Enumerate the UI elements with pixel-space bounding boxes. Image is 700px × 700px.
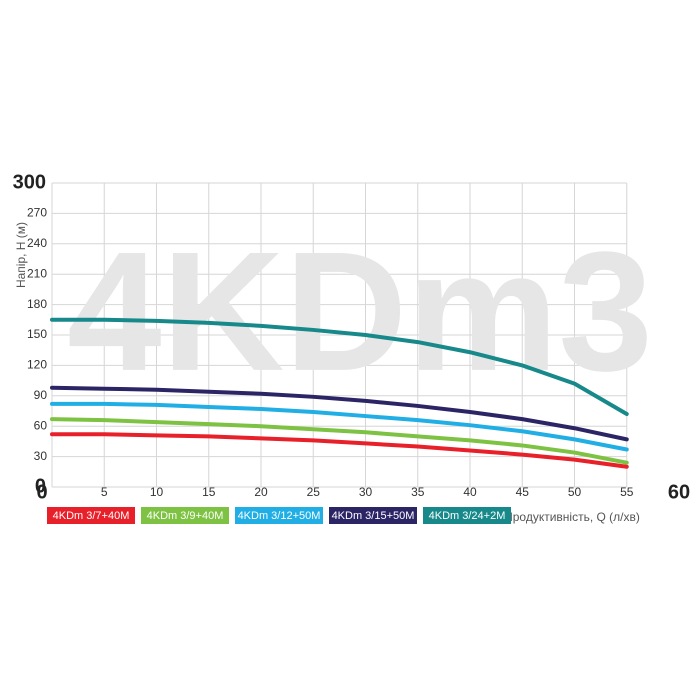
legend-swatch	[329, 507, 417, 524]
legend-label: 4KDm 3/7+40M	[53, 510, 130, 522]
series-line	[50, 432, 629, 469]
x-tick-label: 10	[150, 485, 164, 499]
x-tick-label: 0	[36, 481, 47, 503]
x-tick-label: 15	[202, 485, 216, 499]
y-tick-label: 270	[27, 206, 47, 220]
y-axis-label: Напір, Н (м)	[14, 222, 28, 288]
x-tick-label: 35	[411, 485, 425, 499]
legend-label: 4KDm 3/24+2M	[429, 510, 506, 522]
legend-swatch	[141, 507, 229, 524]
x-tick-label: 25	[307, 485, 321, 499]
x-axis-label: Продуктивність, Q (л/хв)	[504, 510, 640, 524]
y-tick-label: 30	[34, 449, 48, 463]
x-tick-label: 20	[254, 485, 268, 499]
y-tick-label: 240	[27, 236, 47, 250]
legend-swatch	[47, 507, 135, 524]
series-line	[50, 385, 629, 442]
series-line	[50, 417, 629, 465]
x-tick-label: 60	[668, 481, 690, 503]
x-tick-label: 30	[359, 485, 373, 499]
y-tick-label: 210	[27, 266, 47, 280]
y-tick-label: 150	[27, 327, 47, 341]
y-tick-label: 120	[27, 358, 47, 372]
x-tick-label: 5	[101, 485, 108, 499]
grid	[51, 182, 628, 488]
x-tick-label: 55	[620, 485, 634, 499]
x-tick-label: 45	[516, 485, 530, 499]
x-tick-label: 50	[568, 485, 582, 499]
y-tick-label: 90	[34, 388, 48, 402]
legend-label: 4KDm 3/9+40M	[147, 510, 224, 522]
series-line	[50, 401, 629, 452]
y-tick-label: 300	[13, 171, 46, 193]
legend-label: 4KDm 3/15+50M	[332, 510, 415, 522]
series-line	[50, 317, 629, 417]
legend-swatch	[235, 507, 323, 524]
legend-label: 4KDm 3/12+50M	[238, 510, 321, 522]
y-tick-label: 0	[35, 475, 46, 497]
x-tick-label: 40	[463, 485, 477, 499]
y-tick-label: 180	[27, 297, 47, 311]
y-tick-label: 60	[34, 418, 48, 432]
legend-swatch	[423, 507, 511, 524]
